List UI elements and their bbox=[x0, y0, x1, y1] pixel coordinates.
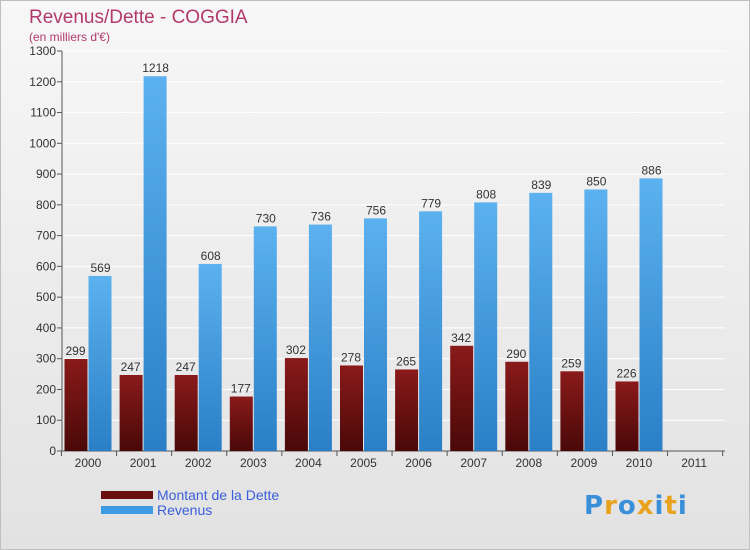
y-tick-label: 1300 bbox=[29, 44, 56, 58]
legend-label-dette: Montant de la Dette bbox=[157, 487, 280, 503]
y-tick-label: 300 bbox=[36, 352, 56, 366]
data-label-revenus-2002: 608 bbox=[201, 249, 221, 263]
bar-dette-2004 bbox=[284, 358, 308, 451]
data-label-dette-2002: 247 bbox=[176, 360, 196, 374]
bar-dette-2009 bbox=[560, 371, 584, 451]
data-label-dette-2001: 247 bbox=[121, 360, 141, 374]
x-tick-label: 2001 bbox=[130, 456, 157, 470]
logo-letter: o bbox=[617, 491, 637, 521]
x-tick-label: 2007 bbox=[460, 456, 487, 470]
data-label-dette-2009: 259 bbox=[561, 356, 581, 370]
x-tick-label: 2005 bbox=[350, 456, 377, 470]
logo-letter: x bbox=[636, 491, 655, 521]
y-tick-label: 200 bbox=[36, 382, 56, 396]
y-tick-label: 900 bbox=[36, 167, 56, 181]
data-label-dette-2010: 226 bbox=[616, 366, 636, 380]
bar-revenus-2010 bbox=[639, 178, 663, 451]
x-tick-label: 2010 bbox=[626, 456, 653, 470]
data-label-dette-2000: 299 bbox=[65, 344, 85, 358]
bar-revenus-2003 bbox=[253, 226, 277, 451]
y-tick-label: 400 bbox=[36, 321, 56, 335]
logo-letter: r bbox=[604, 491, 618, 521]
data-label-revenus-2008: 839 bbox=[531, 178, 551, 192]
data-label-dette-2005: 278 bbox=[341, 350, 361, 364]
bar-dette-2000 bbox=[64, 359, 88, 451]
x-tick-label: 2003 bbox=[240, 456, 267, 470]
data-label-dette-2008: 290 bbox=[506, 347, 526, 361]
data-label-dette-2004: 302 bbox=[286, 343, 306, 357]
y-tick-label: 100 bbox=[36, 413, 56, 427]
x-tick-label: 2009 bbox=[571, 456, 598, 470]
y-tick-label: 700 bbox=[36, 229, 56, 243]
y-tick-label: 1100 bbox=[30, 106, 56, 120]
data-label-dette-2006: 265 bbox=[396, 354, 416, 368]
bar-dette-2006 bbox=[395, 369, 419, 451]
bar-revenus-2001 bbox=[143, 76, 167, 451]
bar-revenus-2004 bbox=[308, 224, 332, 451]
bar-dette-2007 bbox=[450, 345, 474, 451]
x-tick-label: 2006 bbox=[405, 456, 432, 470]
data-label-revenus-2005: 756 bbox=[366, 203, 386, 217]
legend-swatch-dette bbox=[101, 491, 153, 499]
logo-letter: t bbox=[664, 491, 678, 521]
data-label-revenus-2009: 850 bbox=[586, 174, 606, 188]
bar-revenus-2000 bbox=[88, 275, 112, 451]
data-label-revenus-2000: 569 bbox=[90, 261, 110, 275]
bar-revenus-2006 bbox=[419, 211, 443, 451]
bar-dette-2005 bbox=[340, 365, 363, 451]
bar-revenus-2002 bbox=[198, 263, 222, 451]
y-tick-label: 600 bbox=[36, 259, 56, 273]
chart-subtitle: (en milliers d'€) bbox=[29, 30, 110, 44]
x-tick-label: 2000 bbox=[75, 456, 102, 470]
data-label-revenus-2003: 730 bbox=[256, 211, 276, 225]
y-tick-label: 500 bbox=[36, 290, 56, 304]
y-tick-label: 800 bbox=[36, 198, 56, 212]
data-label-dette-2007: 342 bbox=[451, 331, 471, 345]
x-tick-label: 2002 bbox=[185, 456, 212, 470]
data-label-revenus-2001: 1218 bbox=[142, 61, 169, 75]
y-tick-label: 0 bbox=[49, 444, 56, 458]
data-label-revenus-2007: 808 bbox=[476, 187, 496, 201]
bar-revenus-2008 bbox=[529, 192, 553, 451]
logo-letter: P bbox=[584, 491, 605, 521]
data-label-revenus-2006: 779 bbox=[421, 196, 441, 210]
logo-letter: i bbox=[654, 491, 665, 521]
legend-label-revenus: Revenus bbox=[157, 502, 213, 518]
proxiti-logo: Proxiti bbox=[584, 491, 688, 521]
legend-item-dette: Montant de la Dette bbox=[101, 487, 279, 503]
bar-dette-2003 bbox=[229, 396, 253, 451]
bar-dette-2001 bbox=[119, 375, 143, 451]
bar-dette-2008 bbox=[505, 361, 529, 451]
bar-dette-2010 bbox=[615, 381, 639, 451]
bar-revenus-2007 bbox=[474, 202, 498, 451]
chart-title: Revenus/Dette - COGGIA bbox=[29, 7, 248, 28]
x-tick-label: 2008 bbox=[515, 456, 542, 470]
y-tick-label: 1200 bbox=[29, 75, 56, 89]
y-tick-label: 1000 bbox=[29, 136, 56, 150]
logo-letter: i bbox=[677, 491, 688, 521]
data-label-revenus-2004: 736 bbox=[311, 210, 331, 224]
x-tick-label: 2011 bbox=[681, 456, 707, 470]
bar-dette-2002 bbox=[174, 375, 198, 451]
x-tick-label: 2004 bbox=[295, 456, 322, 470]
legend-item-revenus: Revenus bbox=[101, 502, 212, 518]
data-label-revenus-2010: 886 bbox=[641, 163, 661, 177]
bar-revenus-2005 bbox=[364, 218, 387, 451]
data-label-dette-2003: 177 bbox=[231, 382, 251, 396]
bar-revenus-2009 bbox=[584, 189, 608, 451]
legend-swatch-revenus bbox=[101, 506, 153, 514]
